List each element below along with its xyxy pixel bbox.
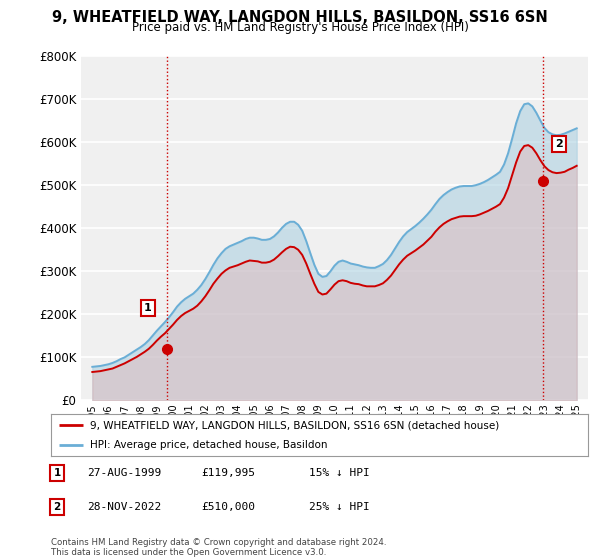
Text: 25% ↓ HPI: 25% ↓ HPI bbox=[309, 502, 370, 512]
Text: 1: 1 bbox=[53, 468, 61, 478]
Text: 15% ↓ HPI: 15% ↓ HPI bbox=[309, 468, 370, 478]
Text: Contains HM Land Registry data © Crown copyright and database right 2024.
This d: Contains HM Land Registry data © Crown c… bbox=[51, 538, 386, 557]
Text: 2: 2 bbox=[555, 139, 563, 150]
Text: HPI: Average price, detached house, Basildon: HPI: Average price, detached house, Basi… bbox=[89, 441, 327, 450]
Text: 1: 1 bbox=[144, 303, 152, 313]
Text: £510,000: £510,000 bbox=[201, 502, 255, 512]
Text: 9, WHEATFIELD WAY, LANGDON HILLS, BASILDON, SS16 6SN: 9, WHEATFIELD WAY, LANGDON HILLS, BASILD… bbox=[52, 10, 548, 25]
Text: 9, WHEATFIELD WAY, LANGDON HILLS, BASILDON, SS16 6SN (detached house): 9, WHEATFIELD WAY, LANGDON HILLS, BASILD… bbox=[89, 421, 499, 430]
Text: £119,995: £119,995 bbox=[201, 468, 255, 478]
Text: 27-AUG-1999: 27-AUG-1999 bbox=[87, 468, 161, 478]
Text: 2: 2 bbox=[53, 502, 61, 512]
Text: Price paid vs. HM Land Registry's House Price Index (HPI): Price paid vs. HM Land Registry's House … bbox=[131, 21, 469, 34]
Text: 28-NOV-2022: 28-NOV-2022 bbox=[87, 502, 161, 512]
